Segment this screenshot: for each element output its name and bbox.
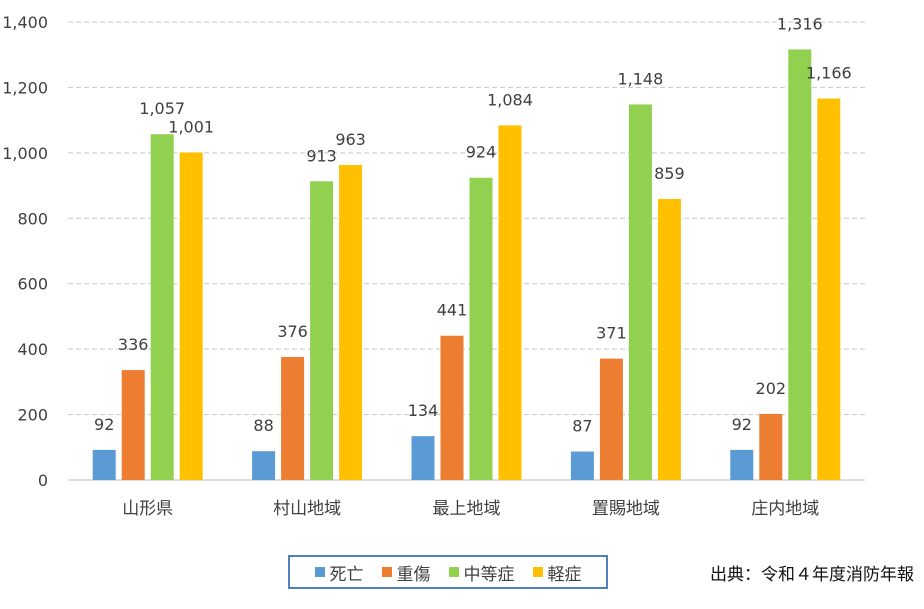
- data-label: 202: [756, 379, 787, 398]
- legend-swatch: [314, 567, 325, 577]
- bar: [657, 198, 681, 480]
- bar: [411, 436, 435, 480]
- legend-label: 軽症: [547, 564, 582, 585]
- data-label: 88: [253, 416, 273, 435]
- bar: [759, 413, 783, 480]
- bar: [150, 134, 174, 480]
- y-tick-label: 200: [17, 406, 48, 425]
- bar: [599, 358, 623, 480]
- x-tick-label: 庄内地域: [751, 499, 819, 519]
- y-tick-label: 600: [17, 275, 48, 294]
- bar: [339, 164, 363, 480]
- bar: [730, 449, 754, 480]
- x-tick-label: 山形県: [122, 499, 173, 519]
- chart-legend: 死亡 重傷 中等症 軽症: [288, 555, 608, 589]
- data-label: 87: [572, 417, 592, 436]
- legend-item: 中等症: [448, 560, 515, 585]
- bar: [817, 98, 841, 481]
- legend-item: 軽症: [532, 560, 582, 585]
- legend-swatch: [381, 567, 392, 577]
- bar: [570, 451, 594, 480]
- bar: [121, 370, 145, 480]
- data-label: 371: [596, 324, 627, 343]
- data-label: 1,316: [777, 14, 823, 33]
- legend-item: 死亡: [314, 560, 364, 585]
- y-tick-label: 1,000: [2, 144, 48, 163]
- y-tick-label: 0: [38, 471, 48, 490]
- bar: [92, 449, 116, 480]
- source-note: 出典：令和４年度消防年報: [710, 565, 914, 585]
- data-label: 1,001: [168, 118, 214, 137]
- data-label: 1,148: [617, 69, 663, 88]
- data-label: 336: [118, 335, 149, 354]
- data-label: 924: [466, 143, 497, 162]
- x-tick-label: 置賜地域: [592, 499, 660, 519]
- y-tick-label: 1,200: [2, 78, 48, 97]
- bar: [179, 152, 203, 480]
- bar: [281, 356, 305, 480]
- bar: [788, 49, 812, 480]
- x-tick-label: 村山地域: [273, 499, 341, 519]
- bar: [252, 451, 276, 480]
- y-tick-label: 1,400: [2, 13, 48, 32]
- y-tick-label: 800: [17, 209, 48, 228]
- legend-label: 中等症: [463, 564, 515, 585]
- legend-label: 死亡: [329, 564, 364, 585]
- data-label: 92: [732, 415, 752, 434]
- data-label: 1,057: [139, 99, 185, 118]
- data-label: 92: [94, 415, 114, 434]
- data-label: 859: [654, 164, 685, 183]
- bar: [469, 177, 493, 480]
- data-label: 913: [306, 146, 337, 165]
- x-tick-label: 最上地域: [433, 499, 501, 519]
- data-label: 963: [335, 130, 366, 149]
- legend-item: 重傷: [381, 560, 431, 585]
- data-label: 134: [408, 401, 439, 420]
- bar: [628, 104, 652, 480]
- data-label: 1,166: [806, 64, 852, 83]
- bar: [310, 181, 334, 480]
- y-tick-label: 400: [17, 340, 48, 359]
- legend-swatch: [448, 567, 459, 577]
- data-label: 1,084: [487, 90, 533, 109]
- legend-label: 重傷: [396, 564, 431, 585]
- data-label: 376: [277, 322, 308, 341]
- legend-swatch: [532, 567, 543, 577]
- bar: [440, 335, 464, 480]
- bar: [498, 125, 522, 481]
- data-label: 441: [437, 301, 468, 320]
- bar-chart: 02004006008001,0001,2001,400923361,0571,…: [2, 13, 865, 519]
